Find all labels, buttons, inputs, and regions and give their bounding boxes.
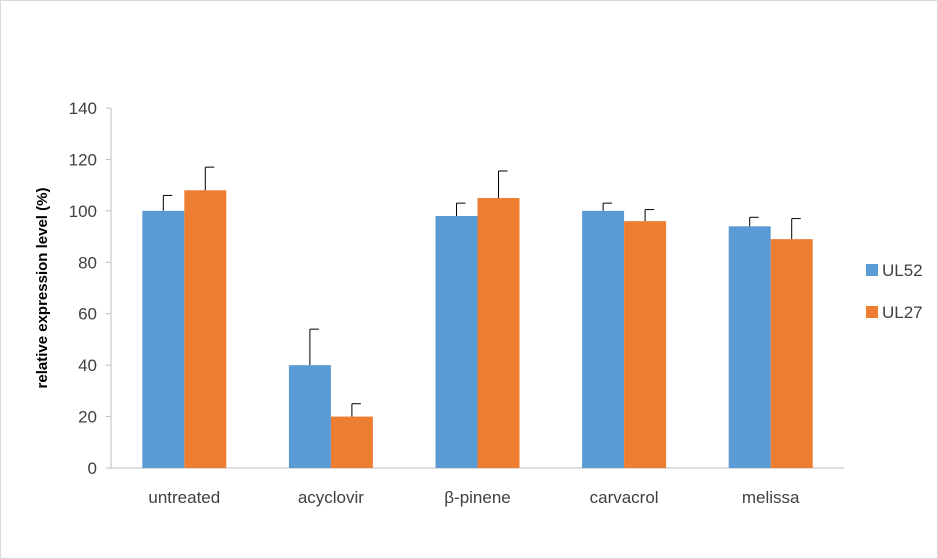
bar-ul27 xyxy=(477,198,520,468)
category-label: melissa xyxy=(742,488,800,507)
y-axis-label: relative expression level (%) xyxy=(34,188,51,389)
bar-ul27 xyxy=(184,190,227,469)
error-bar xyxy=(602,202,613,211)
bar-ul27 xyxy=(330,416,373,468)
legend-item-ul52: UL52 xyxy=(866,261,923,280)
legend-label: UL52 xyxy=(882,261,923,280)
bar-ul52 xyxy=(728,226,771,468)
category-labels: untreated acyclovir β-pinene carvacrol melis… xyxy=(148,488,800,507)
legend-swatch xyxy=(866,264,878,276)
y-tick-label: 0 xyxy=(88,459,97,478)
category-label: β-pinene xyxy=(444,488,511,507)
error-bar xyxy=(204,166,215,191)
error-bar xyxy=(162,194,173,211)
y-tick-label: 100 xyxy=(69,202,97,221)
error-bar xyxy=(749,216,759,227)
error-bar xyxy=(351,403,361,417)
bar-ul52 xyxy=(582,210,625,468)
category-label: acyclovir xyxy=(298,488,364,507)
y-tick-label: 80 xyxy=(78,253,97,272)
bar-ul27 xyxy=(624,221,667,468)
bar-ul52 xyxy=(142,210,185,468)
legend-swatch xyxy=(866,306,878,318)
error-bar xyxy=(309,328,319,366)
bar-ul27 xyxy=(770,239,813,468)
error-bars xyxy=(162,166,801,417)
legend-label: UL27 xyxy=(882,303,923,322)
error-bar xyxy=(456,202,466,216)
legend-item-ul27: UL27 xyxy=(866,303,923,322)
category-label: untreated xyxy=(148,488,220,507)
error-bar xyxy=(791,218,801,240)
y-tick-labels: 0 20 40 60 80 100 120 140 xyxy=(69,99,97,478)
error-bar xyxy=(644,209,655,222)
legend: UL52 UL27 xyxy=(866,261,923,322)
category-label: carvacrol xyxy=(590,488,659,507)
y-tick-label: 40 xyxy=(78,356,97,375)
error-bar xyxy=(498,170,508,198)
bar-ul52 xyxy=(435,216,478,468)
y-tick-label: 20 xyxy=(78,408,97,427)
y-tick-label: 120 xyxy=(69,150,97,169)
bars xyxy=(142,190,813,469)
bar-ul52 xyxy=(288,365,331,468)
y-tick-label: 140 xyxy=(69,99,97,118)
y-tick-label: 60 xyxy=(78,305,97,324)
